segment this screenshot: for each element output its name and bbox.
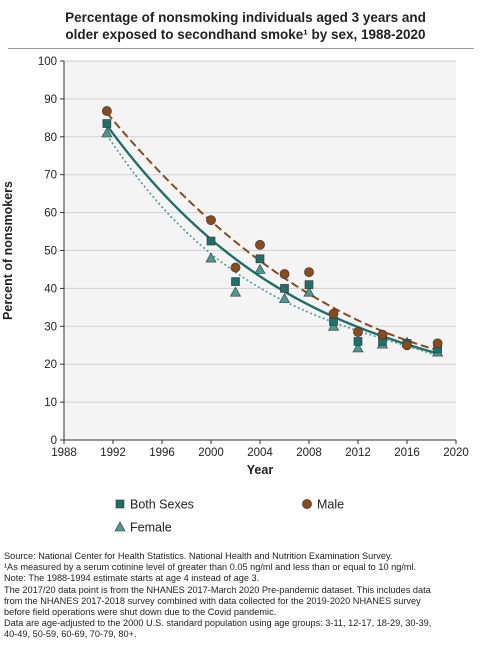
- legend-marker: [114, 521, 126, 532]
- data-point-male: [328, 308, 339, 319]
- data-point-male: [101, 106, 112, 116]
- legend-marker: [302, 499, 312, 509]
- y-tick-label: 10: [44, 397, 57, 409]
- data-point-male: [230, 262, 241, 273]
- chart-title-line-2: older exposed to secondhand smoke¹ by se…: [65, 27, 426, 42]
- legend-item-male: Male: [302, 498, 344, 512]
- data-point-female: [278, 293, 291, 303]
- footnote-line: Data are age-adjusted to the 2000 U.S. s…: [4, 618, 432, 629]
- y-tick-label: 60: [44, 208, 57, 220]
- data-point-both-sexes: [102, 119, 112, 128]
- data-point-female: [303, 286, 315, 297]
- x-tick-label: 2000: [198, 447, 224, 459]
- y-tick-label: 0: [51, 435, 57, 447]
- data-point-female: [327, 320, 340, 331]
- y-tick-label: 70: [44, 170, 57, 182]
- chart-title: Percentage of nonsmoking individuals age…: [0, 9, 491, 43]
- title-divider: [8, 48, 474, 49]
- y-tick-label: 40: [44, 283, 57, 295]
- y-tick-label: 90: [44, 94, 57, 106]
- data-point-male: [206, 215, 216, 226]
- data-point-male: [304, 267, 314, 278]
- data-point-male: [402, 340, 412, 351]
- data-point-female: [254, 263, 266, 274]
- y-tick-label: 20: [44, 359, 57, 371]
- y-tick-label: 30: [44, 321, 57, 333]
- x-tick-label: 1996: [149, 447, 175, 459]
- legend-marker: [115, 499, 125, 509]
- footnotes: Source: National Center for Health Stati…: [4, 551, 488, 641]
- x-tick-label: 2016: [394, 447, 420, 459]
- legend-item-female: Female: [114, 521, 172, 535]
- x-tick-label: 1992: [100, 447, 126, 459]
- x-tick-label: 2020: [443, 447, 469, 459]
- y-tick-label: 80: [44, 132, 57, 144]
- data-point-male: [432, 338, 443, 349]
- data-point-both-sexes: [280, 284, 289, 293]
- data-point-female: [229, 286, 242, 297]
- footnote-line: from the NHANES 2017-2018 survey combine…: [4, 595, 421, 606]
- y-tick-label: 50: [44, 246, 57, 258]
- line-scatter-chart: 0 10 20 30 40 50 60 70 80 90 100 1988 1992 1996 2000 20…: [1, 56, 469, 535]
- chart-title-line-1: Percentage of nonsmoking individuals age…: [65, 10, 426, 25]
- footnote-line: before field operations were shut down d…: [4, 607, 277, 618]
- x-tick-label: 2008: [296, 447, 322, 459]
- x-axis-label: Year: [247, 463, 274, 477]
- data-point-female: [352, 342, 364, 353]
- legend-label: Both Sexes: [130, 498, 194, 512]
- data-point-both-sexes: [353, 337, 363, 346]
- x-tick-label: 2012: [345, 447, 371, 459]
- data-point-both-sexes: [304, 280, 314, 289]
- data-point-male: [255, 239, 265, 250]
- data-point-male: [377, 329, 388, 340]
- x-tick-label: 1988: [51, 447, 77, 459]
- footnote-line: Note: The 1988-1994 estimate starts at a…: [4, 573, 260, 584]
- footnote-line: Source: National Center for Health Stati…: [4, 551, 393, 561]
- footnote-line: 40-49, 50-59, 60-69, 70-79, 80+.: [4, 629, 137, 640]
- data-point-both-sexes: [255, 254, 265, 264]
- data-point-both-sexes: [231, 277, 240, 286]
- data-point-male: [353, 327, 363, 337]
- data-point-female: [101, 127, 113, 138]
- x-tick-label: 2004: [247, 447, 273, 459]
- data-point-female: [205, 252, 217, 263]
- footnote-line: ¹As measured by a serum cotinine level o…: [4, 562, 417, 573]
- data-point-both-sexes: [206, 236, 216, 246]
- y-axis-label: Percent of nonsmokers: [1, 181, 15, 320]
- y-tick-label: 100: [38, 56, 57, 68]
- data-point-male: [279, 269, 290, 279]
- legend-label: Female: [130, 521, 172, 535]
- footnote-line: The 2017/20 data point is from the NHANE…: [4, 584, 431, 595]
- legend-label: Male: [317, 498, 344, 512]
- legend-item-both-sexes: Both Sexes: [115, 498, 194, 512]
